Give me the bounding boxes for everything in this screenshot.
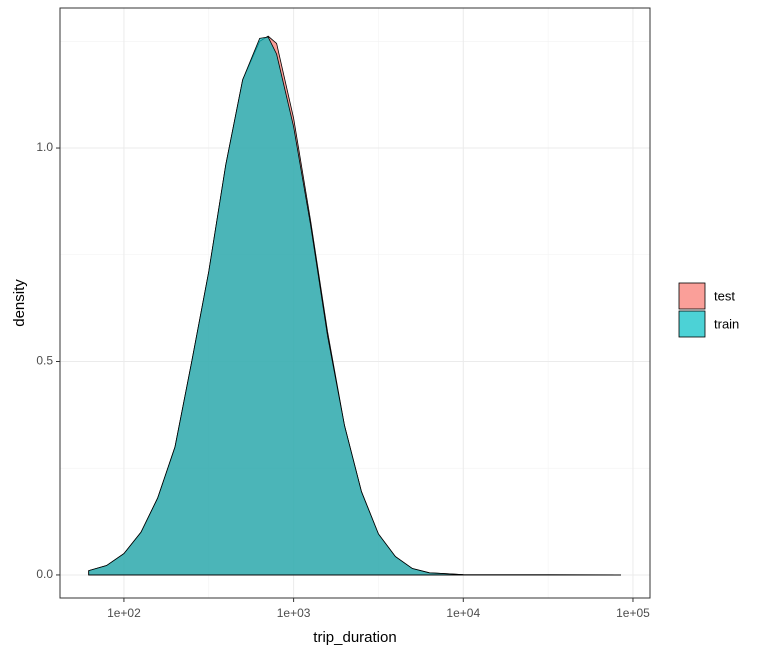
legend-label: test [714, 288, 735, 303]
x-tick-label: 1e+04 [446, 606, 480, 620]
legend-label: train [714, 316, 739, 331]
y-tick-label: 0.0 [36, 567, 53, 581]
x-tick-label: 1e+02 [107, 606, 141, 620]
y-tick-label: 1.0 [36, 140, 53, 154]
y-tick-label: 0.5 [36, 354, 53, 368]
legend-key [678, 282, 706, 310]
x-tick-label: 1e+05 [616, 606, 650, 620]
density-area [88, 36, 621, 576]
y-axis-title: density [11, 279, 28, 327]
x-tick-label: 1e+03 [277, 606, 311, 620]
panel-border [59, 7, 651, 599]
x-axis-title: trip_duration [313, 629, 396, 646]
legend-key [678, 310, 706, 338]
